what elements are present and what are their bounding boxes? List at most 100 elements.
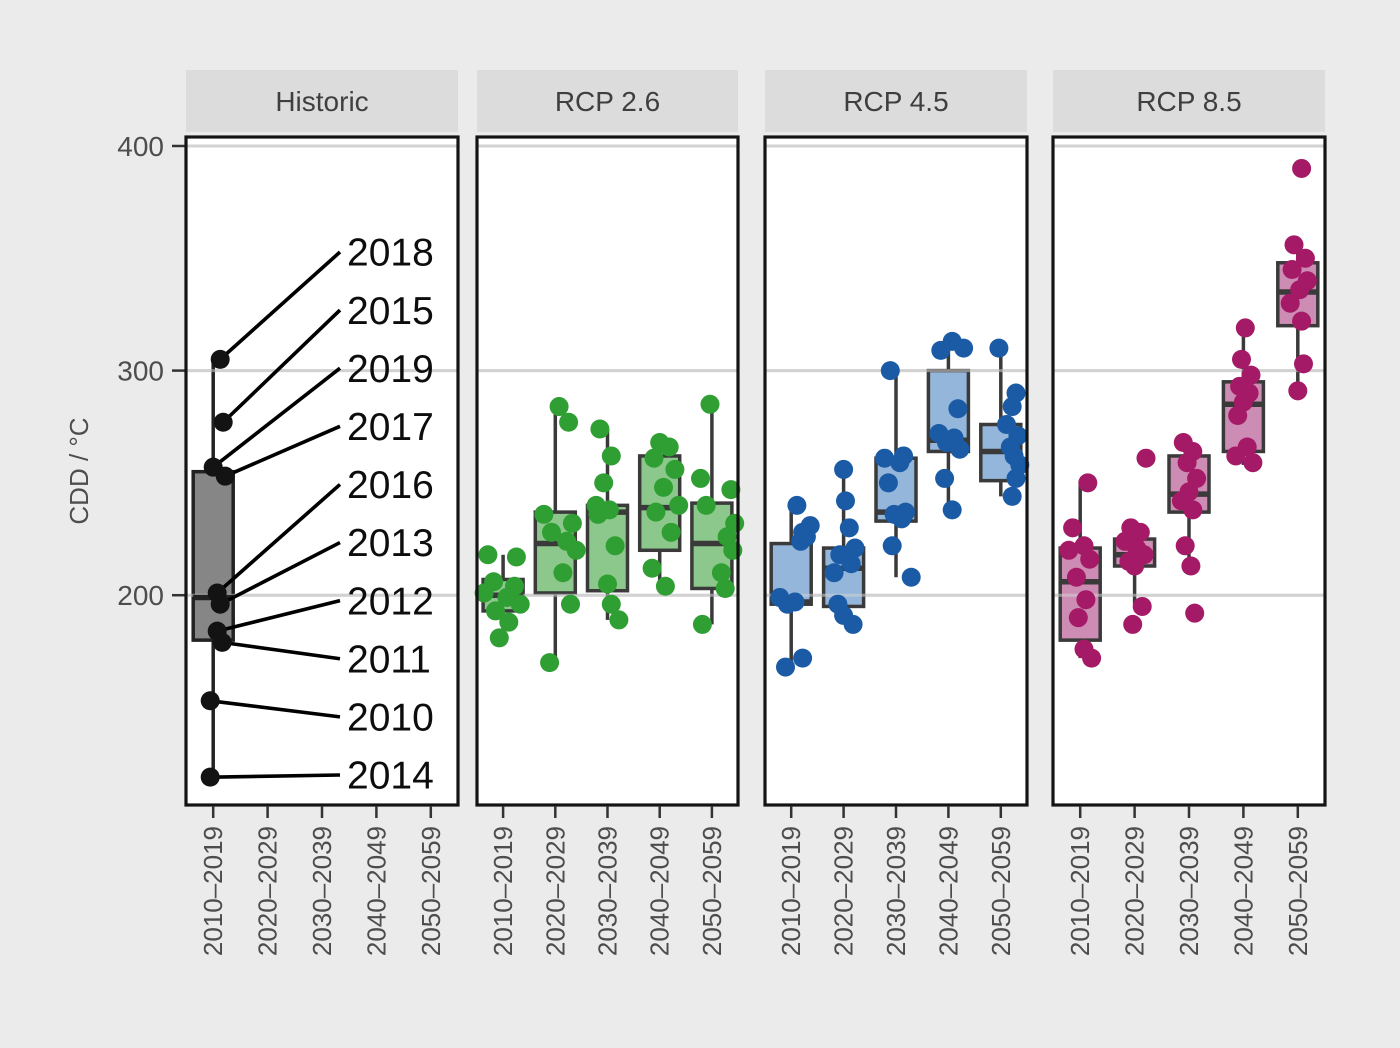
leader-line <box>209 698 341 719</box>
data-point <box>588 504 608 524</box>
data-point <box>1076 590 1096 610</box>
x-axis-tick-label: 2040–2049 <box>933 826 963 956</box>
data-point <box>711 563 731 583</box>
data-point <box>553 563 573 583</box>
data-point <box>843 614 863 634</box>
year-label: 2018 <box>347 232 434 275</box>
data-point <box>948 399 968 419</box>
data-point <box>776 657 795 677</box>
y-axis-tick-label: 200 <box>117 580 164 611</box>
data-point <box>590 419 610 439</box>
x-axis-tick-label: 2030–2039 <box>307 826 337 956</box>
data-point <box>659 437 679 457</box>
data-point <box>478 545 498 565</box>
year-label: 2016 <box>347 464 434 507</box>
leader-line <box>210 773 341 779</box>
year-label: 2012 <box>347 580 434 623</box>
data-point <box>942 500 962 520</box>
data-point <box>950 439 970 459</box>
data-point <box>845 538 865 558</box>
data-point <box>1066 567 1086 587</box>
data-point <box>989 338 1009 358</box>
data-point <box>1292 311 1312 331</box>
x-axis-tick-label: 2020–2029 <box>253 826 283 956</box>
data-point <box>215 466 235 486</box>
x-axis-tick-label: 2030–2039 <box>593 826 623 956</box>
y-axis-title: CDD / °C <box>64 417 94 524</box>
leader-line <box>224 424 341 478</box>
data-point <box>1294 354 1313 374</box>
data-point <box>1082 648 1102 668</box>
y-axis-tick-label: 300 <box>117 355 164 386</box>
data-point <box>1059 540 1079 560</box>
data-point <box>1288 381 1308 401</box>
data-point <box>791 531 811 551</box>
facet-strip <box>477 70 738 132</box>
x-axis-tick-label: 2030–2039 <box>881 826 911 956</box>
y-axis-tick-label: 400 <box>117 131 164 162</box>
data-point <box>559 412 579 432</box>
data-point <box>594 473 614 493</box>
data-point <box>696 495 716 515</box>
facet-title: RCP 2.6 <box>555 86 660 117</box>
year-label: 2011 <box>347 638 431 681</box>
data-point <box>655 576 675 596</box>
x-axis-tick-label: 2020–2029 <box>829 826 859 956</box>
data-point <box>212 632 232 652</box>
data-point <box>892 509 912 529</box>
data-point <box>506 547 526 567</box>
data-point <box>598 574 617 594</box>
data-point <box>1002 397 1022 417</box>
data-point <box>777 594 797 614</box>
leader-line <box>221 308 342 424</box>
data-point <box>1132 596 1152 616</box>
data-point <box>213 412 233 432</box>
data-point <box>642 558 662 578</box>
data-point <box>1068 608 1088 628</box>
data-point <box>935 468 955 488</box>
data-point <box>1280 293 1300 313</box>
data-point <box>200 767 220 787</box>
data-point <box>839 518 859 538</box>
data-point <box>1136 448 1156 468</box>
x-axis-tick-label: 2050–2059 <box>416 826 446 956</box>
data-point <box>721 480 741 500</box>
leader-line <box>218 250 342 361</box>
data-point <box>1123 614 1143 634</box>
x-axis-tick-label: 2050–2059 <box>697 826 727 956</box>
data-point <box>601 594 621 614</box>
year-label: 2015 <box>347 290 434 333</box>
data-point <box>1080 549 1100 569</box>
facet-strip <box>1053 70 1325 132</box>
facet-title: Historic <box>275 86 368 117</box>
data-point <box>1185 603 1205 623</box>
data-point <box>931 340 951 360</box>
data-point <box>691 468 710 488</box>
data-point <box>824 563 844 583</box>
leader-line <box>221 640 341 661</box>
data-point <box>542 522 561 542</box>
panel-border <box>184 135 460 807</box>
year-label: 2017 <box>347 406 434 449</box>
x-axis-tick-label: 2020–2029 <box>540 826 570 956</box>
year-label: 2013 <box>347 522 434 565</box>
x-axis-tick-label: 2050–2059 <box>986 826 1016 956</box>
data-point <box>654 477 673 497</box>
data-point <box>510 594 530 614</box>
x-axis-tick-label: 2030–2039 <box>1174 826 1204 956</box>
data-point <box>540 653 560 673</box>
data-point <box>661 522 681 542</box>
data-point <box>210 349 230 369</box>
data-point <box>1284 235 1304 255</box>
data-point <box>561 594 580 614</box>
x-axis-tick-label: 2010–2019 <box>776 826 806 956</box>
data-point <box>1243 453 1263 473</box>
data-point <box>901 567 921 587</box>
data-point <box>549 397 569 417</box>
x-axis-tick-label: 2040–2049 <box>1228 826 1258 956</box>
year-label: 2010 <box>347 697 434 740</box>
data-point <box>878 473 898 493</box>
data-point <box>793 648 813 668</box>
facet-strip <box>186 70 458 132</box>
data-point <box>1130 522 1150 542</box>
